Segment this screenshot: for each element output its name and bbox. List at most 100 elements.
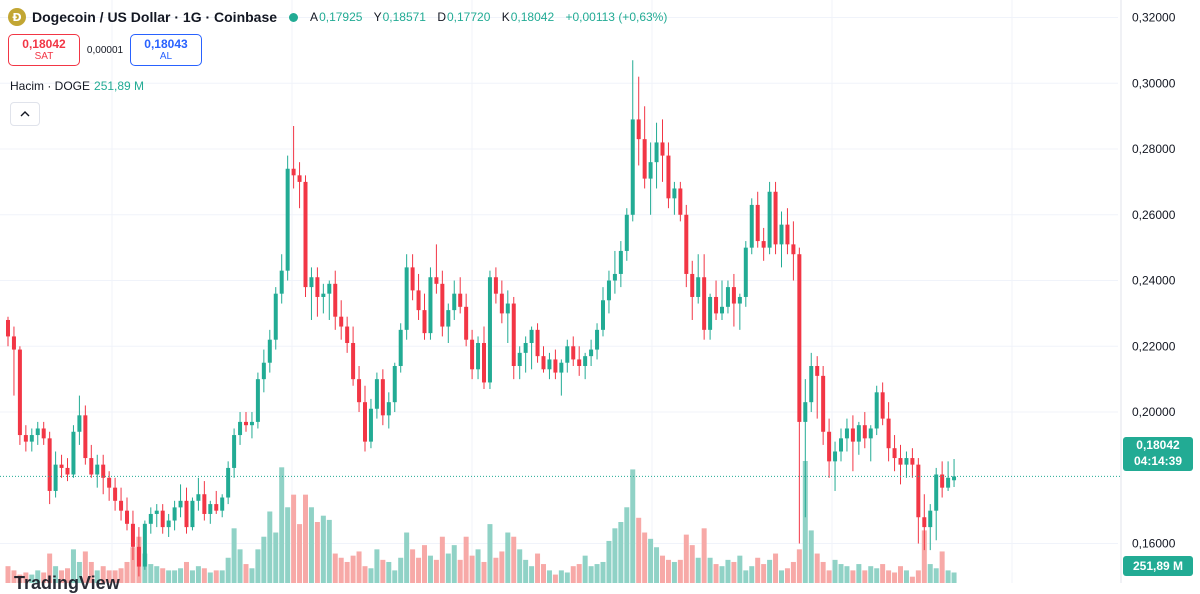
candle-body (797, 254, 802, 422)
volume-bar (677, 559, 683, 583)
volume-bar (535, 553, 541, 583)
volume-bar (279, 467, 285, 583)
candle-body (559, 362, 564, 373)
candle-body (529, 329, 534, 343)
volume-bar (130, 547, 136, 583)
volume-bar (457, 559, 463, 583)
collapse-legend-button[interactable] (10, 102, 40, 126)
candle-body (916, 464, 921, 518)
symbol-legend: Ð Dogecoin / US Dollar · 1G · Coinbase A… (8, 8, 675, 26)
price-tick-label: 0,30000 (1132, 76, 1176, 90)
volume-bar (814, 553, 820, 583)
candle-body (803, 402, 808, 422)
volume-bar (184, 561, 189, 583)
volume-bar (249, 568, 255, 583)
volume-bar (915, 570, 921, 583)
trade-panel: 0,18042 SAT 0,00001 0,18043 AL (8, 34, 202, 66)
candle-body (261, 362, 266, 380)
price-tick-label: 0,24000 (1132, 274, 1176, 288)
volume-bar (178, 568, 184, 583)
candle-body (351, 342, 356, 380)
candle-body (83, 415, 88, 459)
low-key: D (437, 10, 446, 24)
volume-bar (541, 564, 546, 583)
volume-bar (368, 568, 374, 583)
volume-bar (743, 570, 749, 583)
candle-body (791, 244, 796, 255)
volume-bar (303, 494, 308, 583)
candle-body (821, 375, 826, 432)
candle-body (946, 477, 951, 488)
candle-body (499, 293, 504, 314)
volume-bar (94, 570, 100, 583)
volume-bar (856, 564, 862, 583)
volume-bar (380, 559, 386, 583)
candle-body (458, 293, 463, 307)
symbol-title[interactable]: Dogecoin / US Dollar · 1G · Coinbase (32, 9, 278, 25)
volume-bar (564, 572, 570, 583)
volume-bar (154, 566, 160, 583)
candle-body (17, 349, 22, 436)
volume-bar (933, 568, 939, 583)
sell-button[interactable]: 0,18042 SAT (8, 34, 80, 66)
volume-bar (517, 549, 523, 583)
volume-bar (160, 568, 166, 583)
volume-bar (118, 568, 124, 583)
volume-bar (505, 532, 511, 583)
candle-body (731, 287, 736, 304)
volume-bar (481, 561, 487, 583)
candle-body (874, 392, 879, 429)
volume-bar (886, 570, 892, 583)
spread-value: 0,00001 (86, 44, 124, 56)
candle-body (190, 500, 195, 528)
volume-bar (529, 566, 535, 583)
volume-legend[interactable]: Hacim · DOGE 251,89 M (10, 79, 144, 93)
candle-body (696, 277, 701, 297)
volume-value: 251,89 M (94, 79, 145, 93)
candle-body (850, 428, 855, 442)
volume-bar (523, 559, 529, 583)
candle-body (374, 379, 379, 409)
volume-bar (338, 557, 344, 583)
volume-bar (784, 568, 790, 583)
candle-body (773, 191, 778, 245)
volume-bar (76, 561, 82, 583)
volume-bar (832, 559, 838, 583)
candle-body (368, 408, 373, 442)
volume-bar (386, 561, 392, 583)
candle-body (53, 464, 58, 491)
volume-bar (172, 570, 178, 583)
candle-body (184, 500, 189, 528)
candle-body (291, 168, 296, 176)
volume-bar (701, 528, 707, 583)
candle-body (523, 342, 528, 353)
candle-body (505, 303, 510, 314)
volume-bar (195, 566, 201, 583)
candle-body (511, 303, 516, 367)
candle-body (380, 379, 385, 416)
candle-body (684, 214, 689, 274)
volume-bar (570, 566, 576, 583)
candle-body (714, 296, 719, 314)
volume-bar (11, 570, 17, 583)
candle-body (398, 329, 403, 367)
volume-bar (844, 566, 850, 583)
candle-body (761, 241, 766, 248)
volume-bar (65, 568, 70, 583)
candle-body (779, 224, 784, 245)
volume-bar (648, 538, 654, 583)
volume-bar (219, 570, 225, 583)
candle-body (612, 273, 617, 281)
candle-body (89, 458, 94, 475)
price-axis[interactable]: 0,32000 0,30000 0,28000 0,26000 0,24000 0,220… (1120, 0, 1176, 583)
volume-bar (166, 570, 172, 583)
volume-bar (35, 570, 41, 583)
ohlc-values: A0,17925 Y0,18571 D0,17720 K0,18042 +0,0… (310, 10, 675, 24)
candle-body (244, 421, 248, 426)
candle-body (839, 438, 843, 452)
buy-button[interactable]: 0,18043 AL (130, 34, 202, 66)
volume-bar (499, 551, 505, 583)
candle-body (113, 487, 118, 501)
candle-body (303, 181, 308, 288)
